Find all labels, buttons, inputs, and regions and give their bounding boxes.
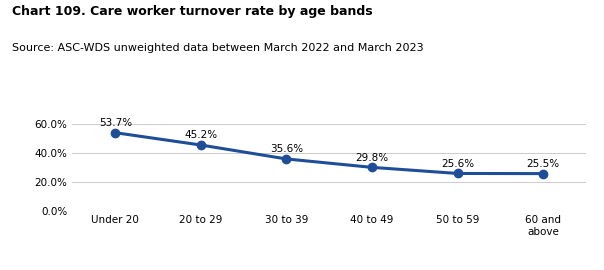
Text: 25.6%: 25.6%	[441, 159, 474, 169]
Text: Chart 109. Care worker turnover rate by age bands: Chart 109. Care worker turnover rate by …	[12, 5, 373, 18]
Text: 45.2%: 45.2%	[184, 130, 217, 140]
Text: 29.8%: 29.8%	[355, 153, 388, 163]
Text: 25.5%: 25.5%	[527, 159, 560, 169]
Text: 35.6%: 35.6%	[270, 144, 303, 154]
Text: Source: ASC-WDS unweighted data between March 2022 and March 2023: Source: ASC-WDS unweighted data between …	[12, 43, 423, 53]
Text: 53.7%: 53.7%	[98, 118, 132, 128]
